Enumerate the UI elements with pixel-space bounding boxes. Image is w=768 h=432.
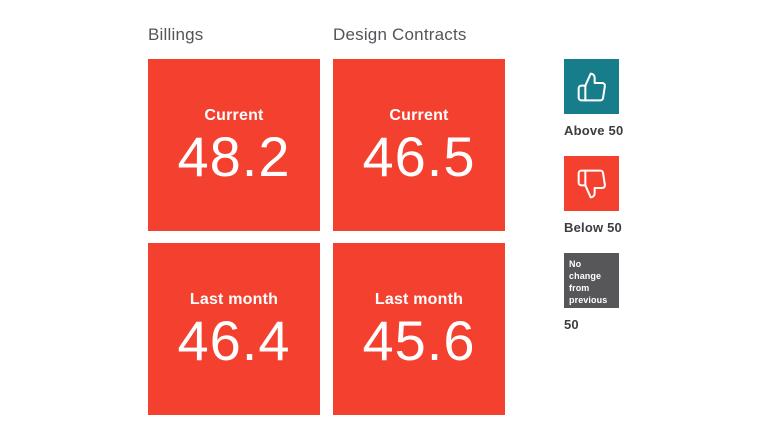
tile-label: Last month xyxy=(189,290,279,308)
tile-billings-current: Current 48.2 xyxy=(148,59,320,231)
tile-value: 48.2 xyxy=(177,124,291,188)
legend: Above 50 Below 50 No change from previou… xyxy=(564,59,654,350)
tile-value: 46.4 xyxy=(177,308,291,372)
legend-label-50: 50 xyxy=(564,317,579,332)
above-50-box xyxy=(564,59,619,114)
tile-design-contracts-last-month: Last month 45.6 xyxy=(333,243,505,415)
thumbs-down-icon xyxy=(576,168,608,200)
legend-label-above-50: Above 50 xyxy=(564,123,624,138)
tile-label: Current xyxy=(389,106,449,124)
below-50-box xyxy=(564,156,619,211)
tile-label: Current xyxy=(204,106,264,124)
legend-item-above-50: Above 50 xyxy=(564,59,654,138)
tile-billings-last-month: Last month 46.4 xyxy=(148,243,320,415)
tile-value: 45.6 xyxy=(362,308,476,372)
thumbs-up-icon xyxy=(576,71,608,103)
legend-label-below-50: Below 50 xyxy=(564,220,622,235)
legend-item-below-50: Below 50 xyxy=(564,156,654,235)
no-change-text-line: No change xyxy=(569,259,602,282)
tile-value: 46.5 xyxy=(362,124,476,188)
legend-item-no-change: No change from previous period 50 xyxy=(564,253,654,332)
no-change-text-line: from xyxy=(569,283,590,294)
column-header-design-contracts: Design Contracts xyxy=(333,25,467,44)
column-header-billings: Billings xyxy=(148,25,204,44)
tile-design-contracts-current: Current 46.5 xyxy=(333,59,505,231)
no-change-box: No change from previous period xyxy=(564,253,619,318)
tile-label: Last month xyxy=(374,290,464,308)
no-change-text-line: previous xyxy=(569,295,608,306)
no-change-text-line: period xyxy=(569,307,598,318)
